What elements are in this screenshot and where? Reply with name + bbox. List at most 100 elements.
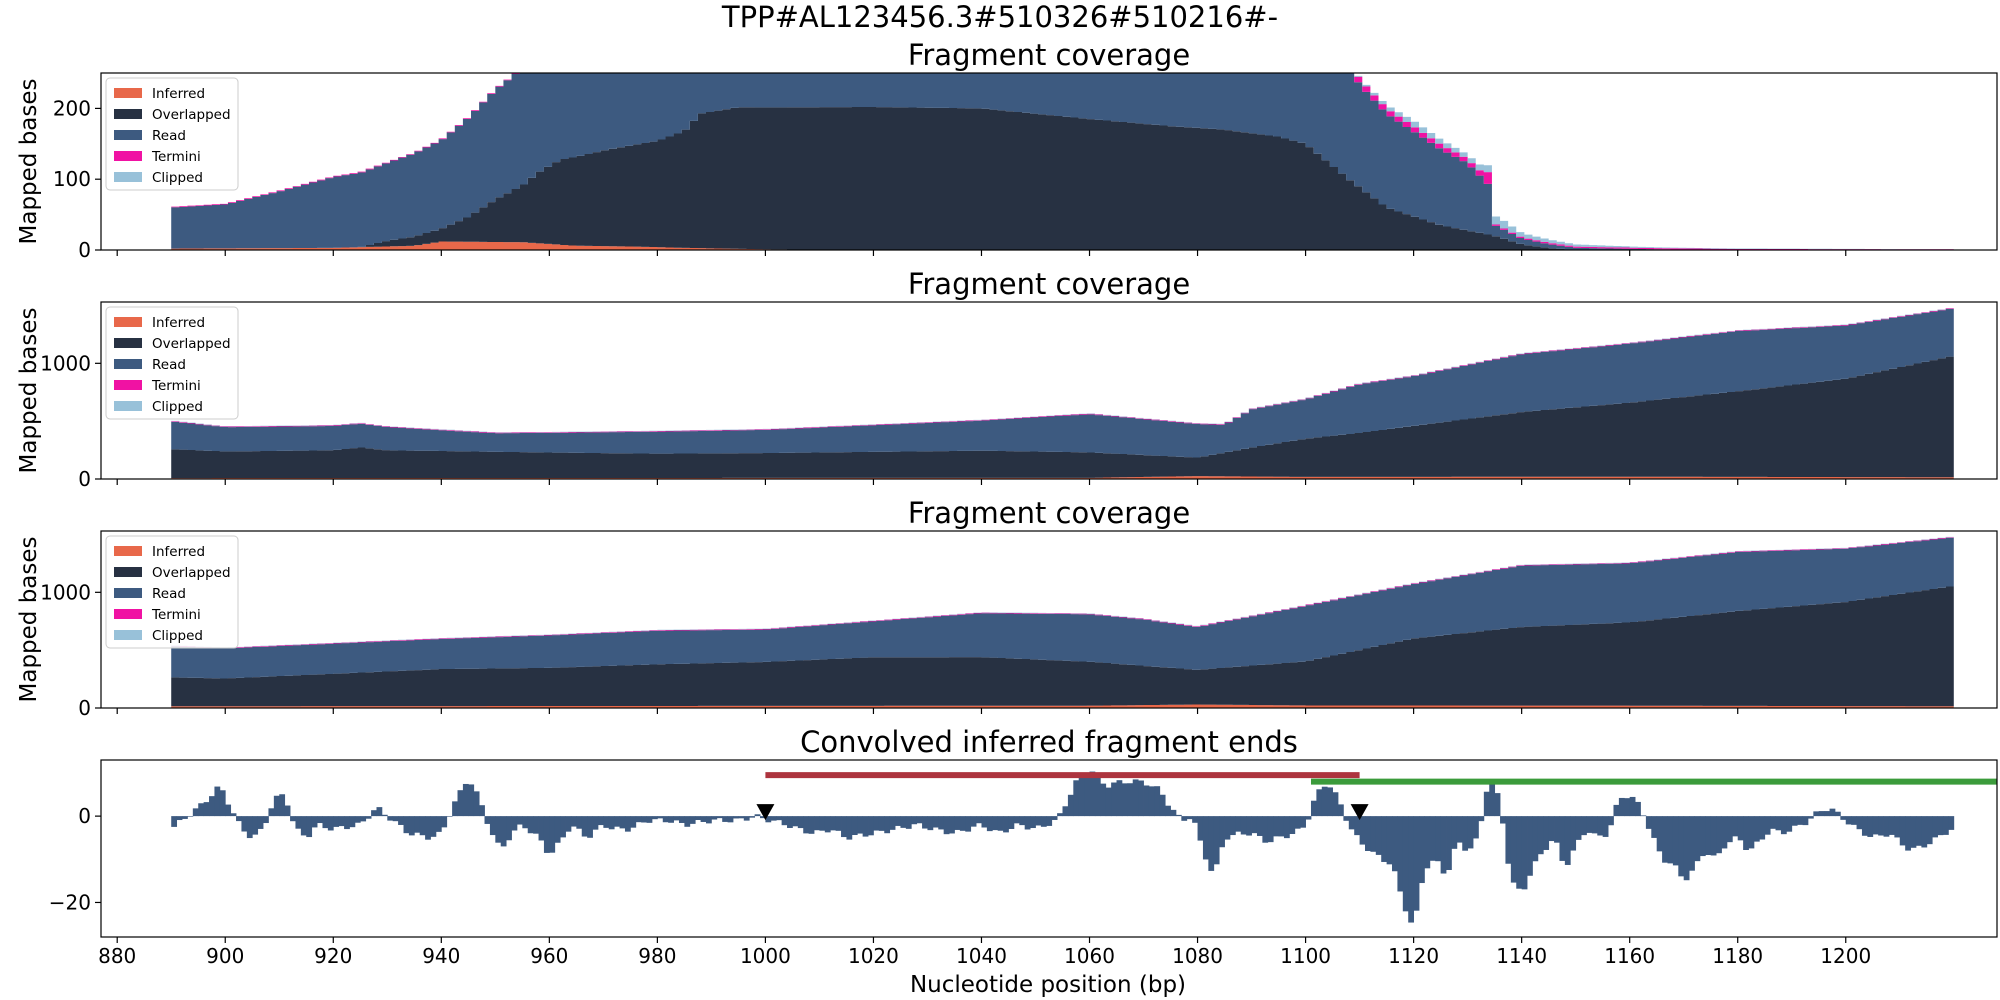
x-tick-label: 1020 [848,944,899,968]
ends-bar [187,816,194,817]
ends-bar [1483,791,1490,817]
ends-bar [905,816,912,829]
ends-bar [354,816,361,823]
ends-bar [392,816,399,822]
ends-bar [1397,816,1404,892]
ends-bar [743,816,750,821]
ends-bar [1818,811,1825,817]
ends-bar [668,816,674,823]
ends-bar [430,816,437,837]
ends-bar [419,816,426,836]
legend: Inferred Overlapped Read Termini Clipped [105,535,239,649]
ends-bar [1170,809,1177,817]
x-tick-label: 1140 [1496,944,1547,968]
ends-bar [1413,816,1420,911]
ends-bar [414,816,421,833]
ends-bar [1402,816,1409,912]
ends-bar [695,816,701,821]
x-tick-label: 980 [638,944,676,968]
ends-bar [1262,816,1269,843]
legend-swatch [114,359,142,369]
ends-bar [949,816,955,834]
ends-bar [1948,816,1955,830]
ends-bar [1392,816,1398,872]
legend-label: Inferred [152,86,205,102]
ends-bar [1473,816,1479,839]
ends-bar [1543,816,1550,850]
ends-bar [182,816,188,819]
ends-bar [1154,786,1161,817]
y-tick-label: 1000 [40,580,91,604]
ends-bar [543,816,550,853]
y-tick-label: 1000 [40,351,91,375]
ends-bar [1283,816,1290,839]
ends-bar [1219,816,1225,848]
ends-bar [700,816,707,822]
y-tick-label: 200 [53,96,91,120]
panels: Fragment coverage Mapped bases 0 100 200 Infe… [16,38,1998,968]
ends-bar [597,816,604,826]
ends-bar [1726,816,1733,843]
ends-bar [1046,816,1053,826]
ends-bar [333,816,340,827]
x-tick-label: 1080 [1172,944,1223,968]
ends-bar [1894,816,1901,838]
ends-bar [1683,816,1690,881]
ends-bar [1500,816,1506,824]
ends-bar [538,816,545,841]
legend: Inferred Overlapped Read Termini Clipped [105,306,239,420]
plot-area-4 [171,771,1997,923]
ends-bar [446,816,453,817]
ends-bar [246,816,253,839]
ends-bar [954,816,961,830]
plot-area-3 [171,536,1954,708]
ends-bar [711,816,718,820]
legend-label: Overlapped [152,336,231,352]
ends-bar [1732,816,1739,837]
ends-bar [1278,816,1285,837]
ends-bar [684,816,691,827]
ends-bar [1316,789,1323,817]
ends-bar [716,816,723,819]
ends-bar [1478,816,1485,822]
ends-bar [457,790,464,817]
plot-area-2 [171,308,1954,479]
ends-bar [1521,816,1528,890]
figure-suptitle: TPP#AL123456.3#510326#510216#- [721,0,1278,34]
panel-1: Fragment coverage Mapped bases 0 100 200 Infe… [16,38,1998,262]
ends-bar [624,816,631,832]
ends-bar [1505,816,1512,864]
ends-bar [203,802,210,817]
ends-bar [241,816,248,832]
ends-bar [932,816,939,828]
ends-bar [1337,804,1344,817]
ends-bar [1370,816,1377,852]
x-tick-label: 1180 [1712,944,1763,968]
ends-bar [252,816,259,835]
triangle-marker [756,804,775,821]
x-tick-label: 900 [206,944,244,968]
x-tick-label: 1160 [1604,944,1655,968]
ends-bar [435,816,442,832]
ends-bar [1710,816,1717,856]
ends-bar [570,816,577,827]
ends-bar [646,816,653,823]
ends-bar [673,816,680,821]
ends-bar [895,816,901,826]
ends-bar [900,816,907,828]
x-tick-label: 1100 [1280,944,1331,968]
legend-swatch [114,338,142,348]
ends-bar [290,816,296,822]
ends-bar [1429,816,1436,861]
ends-bar [862,816,869,837]
ends-bar [1737,816,1744,841]
ends-bar [322,816,329,829]
ends-bar [484,816,491,824]
ends-bar [781,816,788,826]
ends-bar [1057,813,1063,817]
ends-bar [1435,816,1442,862]
ends-bar [824,816,831,833]
ends-bar [263,816,269,824]
ends-bar [889,816,896,830]
ends-bar [1300,816,1306,828]
